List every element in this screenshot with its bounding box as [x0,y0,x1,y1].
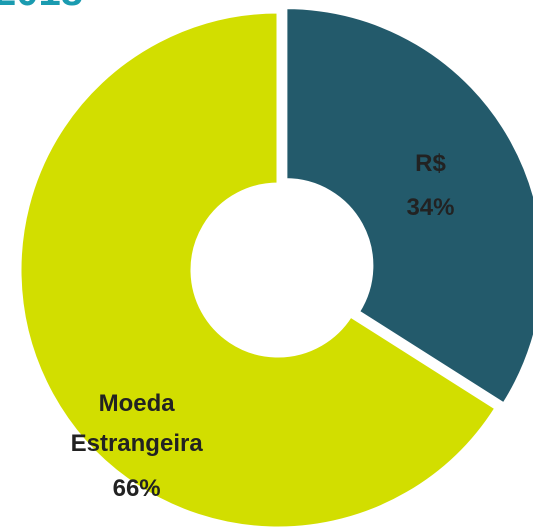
value-label: 66% [112,475,161,503]
value-label: 34% [406,194,455,222]
chart-title: 2018 [0,0,83,15]
donut-slice [18,10,498,530]
slice-label: Moeda Estrangeira [70,390,203,458]
slice-label: R$ [415,150,446,178]
donut-slice [284,6,533,406]
